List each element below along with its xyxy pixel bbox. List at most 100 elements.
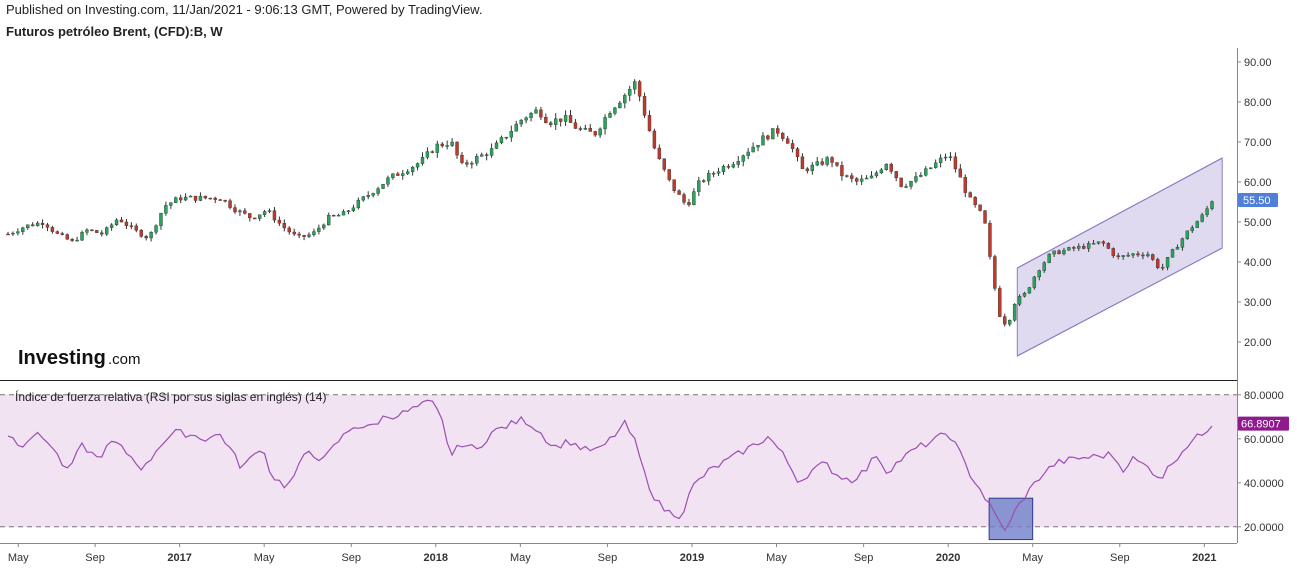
candle-body xyxy=(953,156,958,170)
candle-body xyxy=(1022,292,1027,297)
candle-body xyxy=(292,231,296,235)
candle-body xyxy=(253,217,257,220)
candle-body xyxy=(628,89,632,96)
candle-body xyxy=(534,109,538,114)
candle-body xyxy=(262,211,267,215)
last-rsi-marker: 66.8907 xyxy=(1238,416,1289,431)
candle-body xyxy=(1007,319,1012,325)
candle-body xyxy=(1156,259,1160,268)
candle-body xyxy=(1141,254,1145,257)
price-tick-label: 30.00 xyxy=(1244,297,1272,309)
time-tick-label: Sep xyxy=(85,552,105,564)
candle-body xyxy=(90,229,94,232)
candle-body xyxy=(825,157,829,165)
candle-body xyxy=(746,151,750,156)
last-price-marker: 55.50 xyxy=(1238,193,1278,207)
candle-body xyxy=(1111,248,1116,256)
candle-body xyxy=(499,137,504,144)
candle-body xyxy=(312,231,316,235)
candle-body xyxy=(21,227,25,232)
candle-body xyxy=(371,193,375,196)
time-tick-label: 2019 xyxy=(680,552,704,564)
time-tick-label: May xyxy=(254,552,275,564)
candle-body xyxy=(919,175,923,177)
chart-title: Futuros petróleo Brent, (CFD):B, W xyxy=(6,24,223,39)
candle-body xyxy=(1200,214,1204,222)
candle-body xyxy=(647,115,652,132)
candle-body xyxy=(835,162,839,166)
time-tick-label: 2021 xyxy=(1192,552,1216,564)
candle-body xyxy=(218,199,222,201)
candle-body xyxy=(65,234,69,240)
candle-body xyxy=(637,81,642,97)
candle-body xyxy=(721,166,726,172)
candle-body xyxy=(514,123,518,132)
candle-body xyxy=(174,197,178,203)
candle-body xyxy=(16,231,20,234)
candle-body xyxy=(859,178,864,182)
candle-body xyxy=(1047,253,1051,263)
candle-body xyxy=(993,256,997,289)
candle-body xyxy=(519,119,523,125)
candle-body xyxy=(855,178,859,182)
candle-body xyxy=(45,224,50,228)
candle-body xyxy=(40,222,45,225)
candle-body xyxy=(465,162,469,165)
rsi-line xyxy=(7,399,1213,532)
candle-body xyxy=(109,224,114,228)
candle-body xyxy=(864,177,869,180)
candle-body xyxy=(307,234,311,237)
candle-body xyxy=(1205,208,1209,216)
candle-body xyxy=(736,161,740,165)
candle-body xyxy=(618,102,622,109)
candle-body xyxy=(840,165,844,177)
candle-body xyxy=(159,212,163,226)
candle-body xyxy=(1160,266,1165,269)
candle-body xyxy=(228,200,232,208)
candle-body xyxy=(662,158,666,170)
candle-body xyxy=(978,204,982,211)
candle-body xyxy=(480,154,484,157)
candle-body xyxy=(899,177,903,187)
candle-body xyxy=(1052,250,1056,255)
candle-body xyxy=(494,142,499,149)
candle-body xyxy=(884,163,889,171)
candle-body xyxy=(869,175,874,179)
candle-body xyxy=(391,173,395,179)
candle-body xyxy=(193,195,198,201)
candle-body xyxy=(6,233,10,236)
investing-logo: Investing .com xyxy=(18,347,141,369)
candle-body xyxy=(963,177,967,193)
candle-body xyxy=(386,177,390,185)
candle-body xyxy=(845,175,849,177)
price-panel xyxy=(6,79,1223,357)
candle-body xyxy=(450,141,454,146)
candle-body xyxy=(904,186,908,188)
candle-body xyxy=(277,219,282,224)
candle-body xyxy=(248,213,252,219)
candle-body xyxy=(563,115,568,122)
candle-body xyxy=(1185,230,1190,239)
candle-body xyxy=(781,133,785,139)
candle-body xyxy=(164,205,168,214)
candle-body xyxy=(35,222,40,227)
candle-body xyxy=(356,199,361,209)
candle-body xyxy=(297,233,301,236)
candle-body xyxy=(785,138,790,144)
candle-body xyxy=(697,180,701,192)
candle-body xyxy=(741,155,745,162)
candle-body xyxy=(608,113,612,118)
candle-body xyxy=(401,173,405,176)
candle-body xyxy=(820,161,824,165)
candle-body xyxy=(1062,249,1066,255)
candle-body xyxy=(761,135,765,146)
candle-body xyxy=(361,196,365,201)
candle-body xyxy=(588,127,592,132)
candle-body xyxy=(568,115,573,123)
logo-main: Investing xyxy=(18,347,106,369)
candle-body xyxy=(484,154,489,156)
price-axis-labels: 20.00 30.00 40.00 50.00 60.00 70.00 80.00 90.00 xyxy=(1237,57,1272,349)
candle-body xyxy=(341,211,346,216)
candle-body xyxy=(810,164,815,172)
